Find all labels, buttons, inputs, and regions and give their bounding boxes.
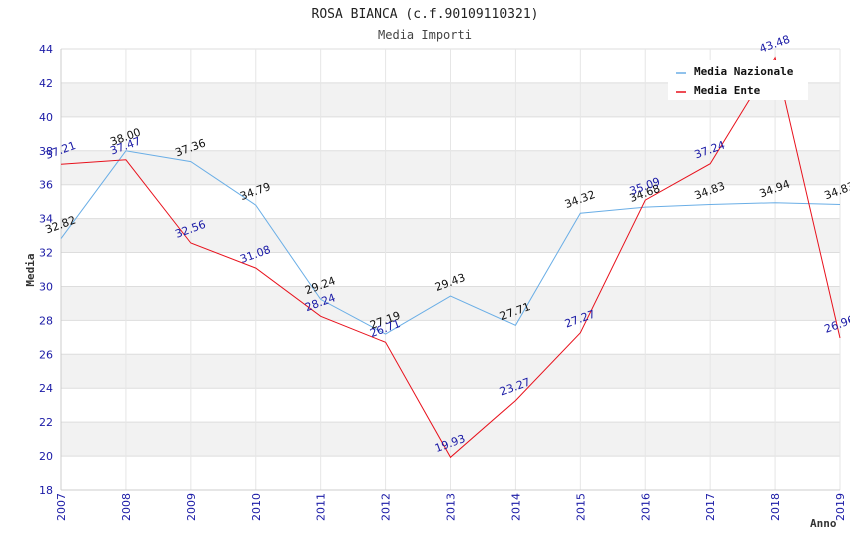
x-axis-title: Anno: [810, 517, 837, 530]
x-tick-label: 2011: [315, 493, 328, 521]
series-line-media-nazionale: [60, 150, 841, 335]
y-tick-label: 24: [39, 382, 53, 395]
y-tick-labels: 18 20 22 24 26 28 30 32 34 36 38 40 42 44: [39, 43, 53, 497]
legend-label-media-ente: Media Ente: [694, 84, 761, 97]
x-tick-label: 2016: [639, 493, 652, 521]
y-tick-label: 36: [39, 179, 53, 192]
legend-label-media-nazionale: Media Nazionale: [694, 65, 794, 78]
y-tick-label: 40: [39, 111, 53, 124]
x-tick-label: 2017: [704, 493, 717, 521]
x-tick-label: 2018: [769, 493, 782, 521]
x-tick-label: 2013: [445, 493, 458, 521]
x-tick-label: 2010: [250, 493, 263, 521]
y-tick-label: 18: [39, 484, 53, 497]
legend-box: [668, 60, 808, 100]
y-tick-label: 34: [39, 213, 53, 226]
x-tick-label: 2007: [55, 493, 68, 521]
y-tick-label: 42: [39, 77, 53, 90]
y-tick-label: 44: [39, 43, 53, 56]
y-tick-label: 20: [39, 450, 53, 463]
x-tick-label: 2012: [380, 493, 393, 521]
y-tick-label: 30: [39, 280, 53, 293]
y-axis-title: Media: [24, 253, 37, 286]
x-tick-label: 2019: [834, 493, 847, 521]
series-line-media-ente: [60, 56, 841, 459]
chart-title: ROSA BIANCA (c.f.90109110321): [312, 7, 539, 22]
x-tick-label: 2009: [185, 493, 198, 521]
x-tick-label: 2008: [120, 493, 133, 521]
x-tick-labels: 2007 2008 2009 2010 2011 2012 2013 2014 2015 2016…: [55, 493, 847, 521]
y-tick-label: 26: [39, 348, 53, 361]
x-tick-label: 2014: [509, 493, 522, 521]
series-lines: [60, 56, 841, 459]
y-tick-label: 28: [39, 314, 53, 327]
y-tick-label: 38: [39, 145, 53, 158]
legend: Media Nazionale Media Ente: [668, 60, 808, 100]
y-tick-label: 22: [39, 416, 53, 429]
chart-subtitle: Media Importi: [378, 28, 472, 42]
y-tick-label: 32: [39, 247, 53, 260]
grid-lines: [60, 48, 841, 491]
x-tick-label: 2015: [574, 493, 587, 521]
